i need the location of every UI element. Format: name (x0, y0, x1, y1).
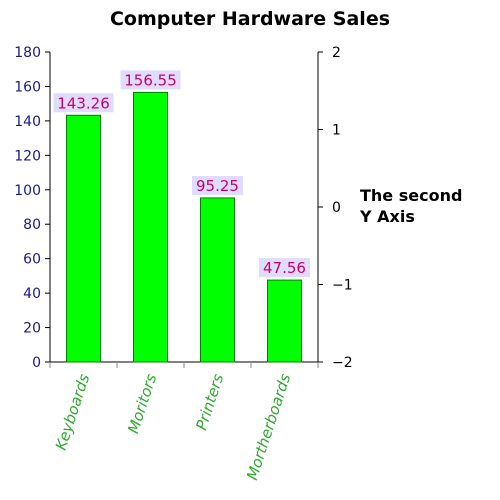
y-tick-label: 40 (23, 286, 41, 302)
bars-group (66, 91, 302, 363)
x-tick-label: Moritors (124, 372, 160, 436)
y-tick-label: 60 (23, 252, 41, 268)
y2-tick-label: 2 (332, 45, 341, 61)
y-tick-label: 140 (14, 114, 41, 130)
y2-tick-label: −1 (332, 278, 353, 294)
y2-axis-label-line-1: The second (360, 186, 463, 205)
x-tick-label: Printers (192, 372, 227, 433)
y-tick-label: 100 (14, 183, 41, 199)
y-tick-label: 160 (14, 79, 41, 95)
bar (200, 197, 235, 363)
bar (66, 114, 101, 363)
data-label: 95.25 (196, 177, 239, 195)
data-label-background (120, 70, 181, 90)
y2-tick-label: 0 (332, 200, 341, 216)
chart-title: Computer Hardware Sales (109, 8, 391, 30)
data-label: 47.56 (263, 259, 306, 277)
y-tick-label: 180 (14, 45, 41, 61)
y-tick-label: 120 (14, 148, 41, 164)
y-tick-label: 80 (23, 217, 41, 233)
y-axis: 0 20 40 60 80 100 120 140 160 180 (14, 45, 51, 371)
data-label: 156.55 (124, 71, 177, 89)
y-tick-label: 20 (23, 321, 41, 337)
y2-tick-label: 1 (332, 123, 341, 139)
y2-tick-label: −2 (332, 355, 353, 371)
data-labels-group: 143.26 156.55 95.25 47.56 (53, 70, 310, 278)
bar (133, 91, 168, 363)
y2-axis-label-line-2: Y Axis (360, 207, 415, 226)
x-axis: Keyboards Moritors Printers Mortherboards (49, 361, 319, 483)
y2-axis: −2 −1 0 1 2 (317, 45, 353, 371)
x-tick-label: Keyboards (52, 372, 94, 453)
data-label-background (192, 175, 243, 195)
bar (267, 279, 302, 363)
x-tick-label: Mortherboards (243, 372, 294, 483)
data-label-background (259, 258, 310, 278)
data-label: 143.26 (57, 94, 110, 112)
y-tick-label: 0 (32, 355, 41, 371)
data-label-background (53, 93, 114, 113)
